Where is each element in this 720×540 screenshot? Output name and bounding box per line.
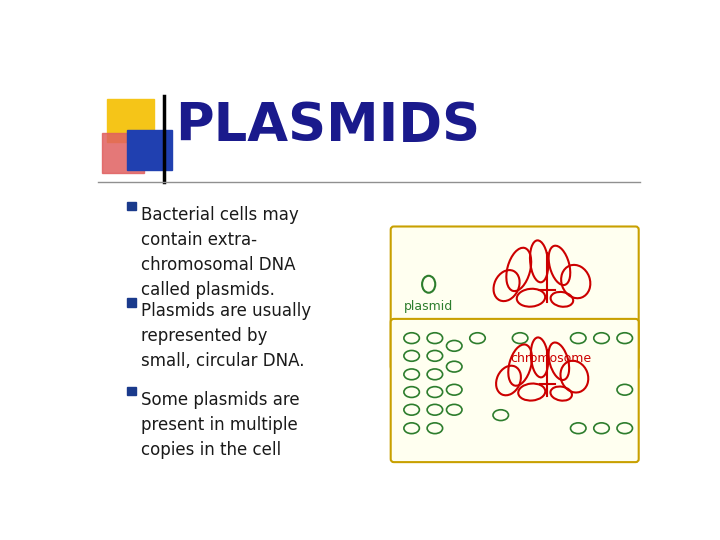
Text: Bacterial cells may
contain extra-
chromosomal DNA
called plasmids.: Bacterial cells may contain extra- chrom… xyxy=(141,206,299,299)
FancyBboxPatch shape xyxy=(391,226,639,370)
Bar xyxy=(107,99,153,142)
Bar xyxy=(127,298,136,307)
FancyBboxPatch shape xyxy=(391,319,639,462)
Text: chromosome: chromosome xyxy=(510,353,592,366)
Text: plasmid: plasmid xyxy=(404,300,454,313)
Bar xyxy=(127,202,136,211)
Bar xyxy=(102,132,144,173)
Text: PLASMIDS: PLASMIDS xyxy=(175,100,480,152)
Text: Plasmids are usually
represented by
small, circular DNA.: Plasmids are usually represented by smal… xyxy=(141,302,311,370)
Bar xyxy=(127,387,136,395)
Text: Some plasmids are
present in multiple
copies in the cell: Some plasmids are present in multiple co… xyxy=(141,390,300,458)
Bar xyxy=(127,130,172,170)
